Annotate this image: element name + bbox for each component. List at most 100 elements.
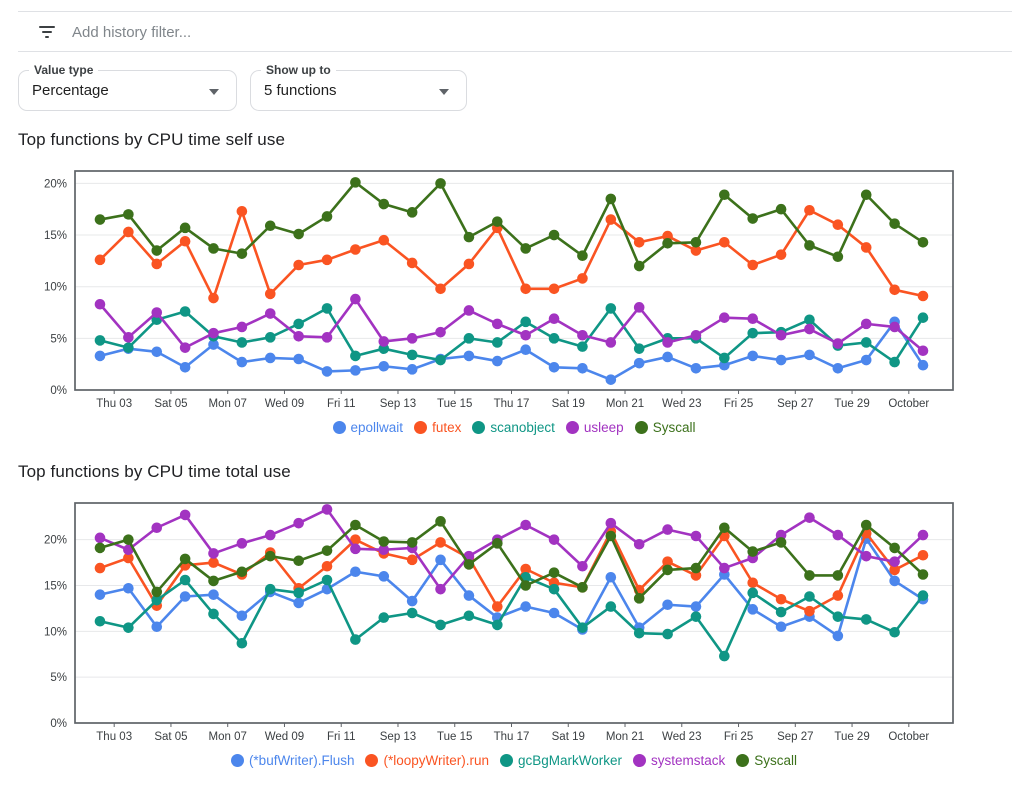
data-point[interactable] [492,619,503,631]
data-point[interactable] [775,621,787,633]
data-point[interactable] [179,342,191,353]
data-point[interactable] [378,536,390,547]
data-point[interactable] [832,363,844,374]
data-point[interactable] [860,354,872,366]
data-point[interactable] [321,332,333,343]
data-point[interactable] [208,243,219,254]
data-point[interactable] [350,365,361,376]
data-point[interactable] [321,303,333,314]
data-point[interactable] [662,556,673,567]
data-point[interactable] [889,564,900,576]
data-point[interactable] [577,582,588,593]
data-point[interactable] [151,621,163,633]
data-point[interactable] [860,614,872,625]
data-point[interactable] [406,537,418,548]
data-point[interactable] [208,292,219,304]
data-point[interactable] [151,586,163,598]
data-point[interactable] [548,534,560,545]
data-point[interactable] [406,364,418,375]
data-point[interactable] [577,250,588,262]
data-point[interactable] [775,529,787,541]
data-point[interactable] [832,611,844,622]
data-point[interactable] [860,337,872,348]
data-point[interactable] [889,626,900,638]
data-point[interactable] [747,213,759,224]
value-type-select[interactable]: Value type Percentage [18,63,237,111]
data-point[interactable] [804,204,815,216]
data-point[interactable] [605,303,617,314]
series-scanobject[interactable] [94,303,929,368]
data-point[interactable] [378,234,390,246]
data-point[interactable] [435,326,446,338]
data-point[interactable] [151,346,163,358]
data-point[interactable] [633,538,645,550]
data-point[interactable] [492,601,503,612]
data-point[interactable] [350,350,361,362]
data-point[interactable] [321,545,333,556]
data-point[interactable] [605,193,617,205]
data-point[interactable] [236,610,248,622]
data-point[interactable] [179,235,191,247]
data-point[interactable] [123,209,134,220]
data-point[interactable] [94,542,106,554]
data-point[interactable] [577,329,588,341]
data-point[interactable] [662,628,673,640]
data-point[interactable] [520,329,531,341]
data-point[interactable] [775,354,787,366]
data-point[interactable] [236,205,248,217]
data-point[interactable] [94,562,106,574]
data-point[interactable] [832,630,844,642]
data-point[interactable] [690,562,702,574]
data-point[interactable] [662,564,673,576]
data-point[interactable] [435,354,446,366]
data-point[interactable] [633,302,645,313]
data-point[interactable] [747,604,759,615]
data-point[interactable] [832,590,844,601]
data-point[interactable] [264,550,276,562]
data-point[interactable] [605,601,617,612]
data-point[interactable] [605,374,617,385]
series-systemstack[interactable] [94,504,929,595]
data-point[interactable] [662,524,673,535]
data-point[interactable] [264,288,276,300]
data-point[interactable] [719,312,730,323]
data-point[interactable] [804,349,815,361]
data-point[interactable] [378,336,390,347]
data-point[interactable] [605,571,617,583]
data-point[interactable] [406,595,418,607]
data-point[interactable] [719,562,730,574]
data-point[interactable] [236,566,248,578]
data-point[interactable] [662,238,673,249]
data-point[interactable] [94,335,106,346]
data-point[interactable] [293,597,304,609]
data-point[interactable] [179,574,191,586]
data-point[interactable] [236,321,248,333]
data-point[interactable] [577,622,588,633]
data-point[interactable] [406,554,418,566]
data-point[interactable] [463,305,475,316]
data-point[interactable] [520,580,531,591]
data-point[interactable] [179,591,191,602]
data-point[interactable] [435,554,446,566]
data-point[interactable] [889,575,900,587]
data-point[interactable] [208,339,219,350]
data-point[interactable] [179,509,191,521]
data-point[interactable] [123,332,134,343]
data-point[interactable] [860,318,872,330]
data-point[interactable] [179,361,191,373]
data-point[interactable] [264,529,276,541]
data-point[interactable] [548,567,560,578]
data-point[interactable] [492,337,503,348]
data-point[interactable] [577,560,588,572]
data-point[interactable] [520,601,531,612]
data-point[interactable] [633,593,645,604]
data-point[interactable] [690,245,702,256]
data-point[interactable] [520,283,531,295]
data-point[interactable] [151,522,163,534]
data-point[interactable] [350,543,361,555]
data-point[interactable] [690,611,702,622]
data-point[interactable] [804,512,815,523]
data-point[interactable] [151,258,163,270]
data-point[interactable] [775,537,787,548]
series-gcBgMarkWorker[interactable] [94,571,929,662]
